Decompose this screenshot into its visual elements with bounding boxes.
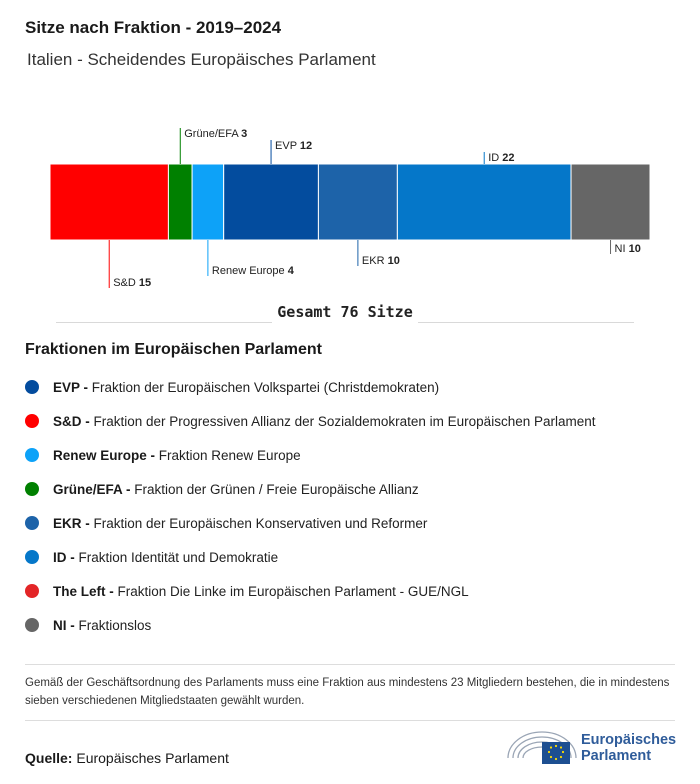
segment-label: NI 10: [615, 243, 641, 255]
chart-title: Sitze nach Fraktion - 2019–2024: [25, 18, 282, 37]
divider-line: [56, 322, 272, 323]
legend-item: The Left - Fraktion Die Linke im Europäi…: [25, 574, 596, 608]
legend-color-dot: [25, 618, 39, 632]
segment-label: EKR 10: [362, 255, 400, 267]
legend-abbreviation: EKR -: [53, 515, 90, 531]
legend-color-dot: [25, 584, 39, 598]
legend-item: Renew Europe - Fraktion Renew Europe: [25, 438, 596, 472]
legend-color-dot: [25, 448, 39, 462]
legend-color-dot: [25, 516, 39, 530]
total-seats: Gesamt 76 Sitze: [56, 302, 634, 342]
legend-abbreviation: ID -: [53, 549, 75, 565]
legend-description: Fraktionslos: [74, 617, 152, 633]
legend-abbreviation: NI -: [53, 617, 75, 633]
bar-segment-ekr: [317, 163, 398, 241]
segment-label: ID 22: [488, 152, 514, 164]
bar-segment-s-d: [49, 163, 169, 241]
source-value: Europäisches Parlament: [72, 750, 229, 766]
segment-label: S&D 15: [113, 277, 151, 289]
legend-description: Fraktion Identität und Demokratie: [74, 549, 279, 565]
source: Quelle: Europäisches Parlament: [25, 750, 229, 766]
legend-item: Grüne/EFA - Fraktion der Grünen / Freie …: [25, 472, 596, 506]
legend-title: Fraktionen im Europäischen Parlament: [25, 341, 322, 358]
bar-segment-renew-europe: [191, 163, 225, 241]
legend: EVP - Fraktion der Europäischen Volkspar…: [25, 370, 596, 642]
chart-subtitle: Italien - Scheidendes Europäisches Parla…: [27, 50, 376, 69]
legend-abbreviation: S&D -: [53, 413, 90, 429]
bar-segment-evp: [223, 163, 319, 241]
legend-color-dot: [25, 380, 39, 394]
legend-item: NI - Fraktionslos: [25, 608, 596, 642]
legend-abbreviation: Renew Europe -: [53, 447, 156, 463]
legend-item: S&D - Fraktion der Progressiven Allianz …: [25, 404, 596, 438]
footnote: Gemäß der Geschäftsordnung des Parlament…: [25, 664, 675, 721]
legend-color-dot: [25, 414, 39, 428]
legend-description: Fraktion der Progressiven Allianz der So…: [89, 413, 596, 429]
legend-abbreviation: Grüne/EFA -: [53, 481, 131, 497]
divider-line: [418, 322, 634, 323]
legend-abbreviation: EVP -: [53, 379, 89, 395]
legend-item: ID - Fraktion Identität und Demokratie: [25, 540, 596, 574]
parliament-hemicycle-icon: [507, 731, 577, 764]
bar-segment-gr-ne-efa: [167, 163, 193, 241]
legend-color-dot: [25, 482, 39, 496]
total-label: Gesamt 76 Sitze: [277, 303, 413, 321]
legend-description: Fraktion Renew Europe: [155, 447, 301, 463]
logo-text: Europäisches Parlament: [581, 732, 677, 764]
legend-description: Fraktion der Grünen / Freie Europäische …: [130, 481, 419, 497]
legend-color-dot: [25, 550, 39, 564]
stacked-bar-chart: S&D 15 Grüne/EFA 3 Renew Europe 4 EVP 12 EKR…: [49, 128, 651, 289]
legend-abbreviation: The Left -: [53, 583, 114, 599]
legend-item: EVP - Fraktion der Europäischen Volkspar…: [25, 370, 596, 404]
legend-item: EKR - Fraktion der Europäischen Konserva…: [25, 506, 596, 540]
source-label: Quelle:: [25, 750, 73, 766]
bar-segment-id: [396, 163, 572, 241]
bar-segment-ni: [570, 163, 651, 241]
legend-description: Fraktion der Europäischen Volkspartei (C…: [88, 379, 440, 395]
segment-label: Grüne/EFA 3: [184, 128, 247, 140]
european-parliament-logo: Europäisches Parlament: [506, 728, 676, 768]
segment-label: Renew Europe 4: [212, 265, 295, 277]
legend-description: Fraktion der Europäischen Konservativen …: [89, 515, 428, 531]
legend-description: Fraktion Die Linke im Europäischen Parla…: [113, 583, 469, 599]
segment-label: EVP 12: [275, 140, 312, 152]
